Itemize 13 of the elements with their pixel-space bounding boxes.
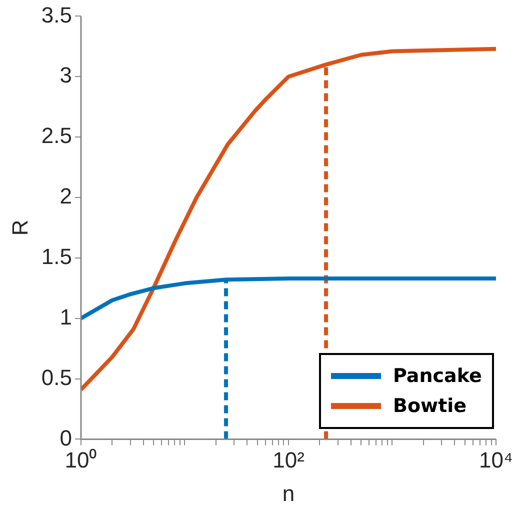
y-tick-label: 2.5 xyxy=(41,123,72,148)
x-tick-label: 10⁴ xyxy=(479,447,513,472)
y-tick-label: 1 xyxy=(60,304,72,330)
x-tick-label: 10² xyxy=(272,447,304,472)
legend-label: Pancake xyxy=(393,365,482,388)
x-axis-title: n xyxy=(282,480,295,506)
y-tick-label: 2 xyxy=(60,184,72,209)
y-tick-label: 0.5 xyxy=(41,364,72,390)
y-tick-label: 3.5 xyxy=(41,2,72,28)
y-axis-title: R xyxy=(7,220,32,236)
y-tick-label: 3 xyxy=(60,62,72,88)
y-tick-label: 1.5 xyxy=(41,244,72,269)
legend-label: Bowtie xyxy=(393,395,467,418)
